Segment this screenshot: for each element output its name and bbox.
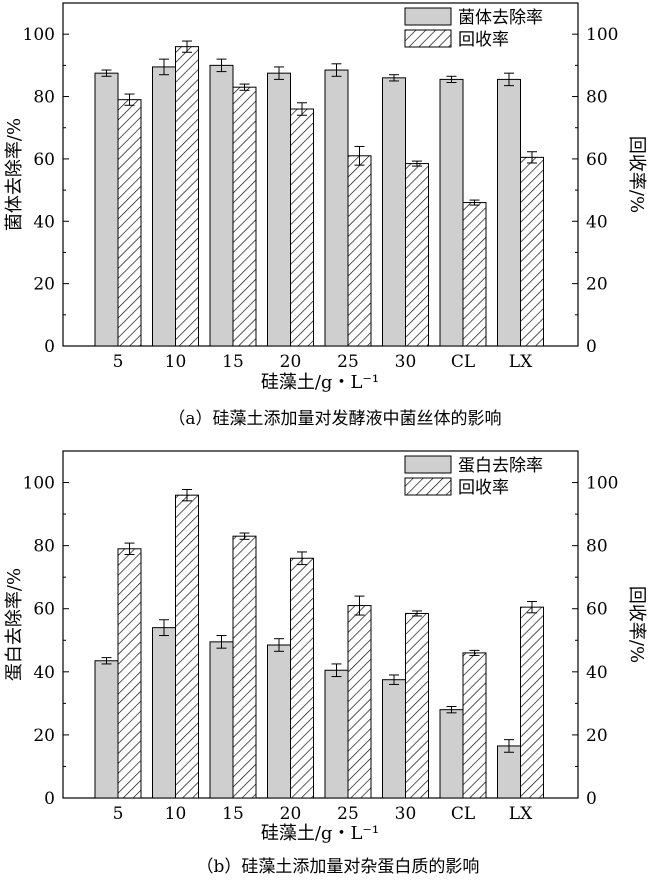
panel-b-xtick-label: 15 [222, 804, 244, 824]
panel-a-bar-recovery [290, 108, 314, 347]
panel-b-bar-removal [382, 679, 406, 799]
panel-b-bar-removal [152, 627, 176, 799]
panel-b-bar-removal [209, 641, 234, 799]
panel-b-xtick-label: 25 [337, 804, 359, 824]
panel-a-xtick-label: 5 [113, 352, 124, 372]
panel-b-ytick-label-right: 0 [586, 789, 597, 809]
panel-a-ytick-label-right: 80 [586, 88, 608, 108]
panel-a-ytick-label-right: 40 [586, 212, 608, 232]
panel-a-plot-frame [62, 2, 579, 347]
panel-a-bar-recovery [405, 163, 429, 347]
panel-a-ytick-label-right: 60 [586, 150, 608, 170]
panel-a-bar-removal [497, 78, 521, 347]
panel-b-ytick-label-right: 100 [586, 474, 618, 494]
panel-a-ytick-label-left: 0 [44, 337, 55, 357]
panel-a-bar-removal [94, 72, 119, 347]
panel-b-ytick-label-right: 80 [586, 537, 608, 557]
panel-b-bar-recovery [290, 557, 314, 799]
panel-a-xtick-label: 20 [280, 352, 302, 372]
panel-b-ytick-label-left: 80 [33, 537, 55, 557]
panel-a-xlabel: 硅藻土/g・L⁻¹ [261, 372, 379, 393]
panel-a-caption: （a）硅藻土添加量对发酵液中菌丝体的影响 [168, 409, 501, 429]
panel-a-bar-removal [324, 69, 349, 347]
panel-b-chart: （b）硅藻土添加量对杂蛋白质的影响 0 0 20 20 40 40 60 60 80 80 100 1… [4, 450, 647, 877]
panel-b-ytick-label-right: 60 [586, 600, 608, 620]
panel-b-bar-removal [439, 709, 464, 799]
panel-b-caption: （b）硅藻土添加量对杂蛋白质的影响 [197, 857, 480, 877]
panel-b-bar-removal [324, 669, 349, 799]
panel-b-bar-recovery [405, 612, 429, 799]
panel-b-ytick-label-left: 40 [33, 663, 55, 683]
panel-b-ytick-label-left: 20 [33, 726, 55, 746]
panel-b-ytick-label-left: 60 [33, 600, 55, 620]
panel-b-bar-removal [267, 644, 291, 799]
panel-b-xtick-label: 20 [280, 804, 302, 824]
panel-a-bar-removal [209, 64, 234, 347]
panel-b-ytick-label-left: 100 [23, 474, 55, 494]
panel-a-xtick-label: 10 [165, 352, 187, 372]
panel-a-ylabel-right: 回收率/% [626, 136, 647, 213]
panel-b-ytick-label-left: 0 [44, 789, 55, 809]
panel-a-xtick-label: CL [451, 352, 475, 372]
panel-a-bar-removal [267, 72, 291, 347]
panel-a-bar-recovery [347, 155, 372, 347]
panel-b-bar-recovery [347, 605, 372, 799]
panel-a-xtick-label: LX [509, 352, 533, 372]
panel-a-bar-removal [152, 66, 176, 347]
panel-a-bar-removal [382, 77, 406, 347]
panel-a-ytick-label-right: 0 [586, 337, 597, 357]
panel-a-ytick-label-left: 60 [33, 150, 55, 170]
panel-a-ylabel-left: 菌体去除率/% [4, 118, 25, 231]
panel-b-bar-removal [497, 745, 521, 799]
panel-b-bar-recovery [232, 535, 257, 799]
panel-b-xtick-label: CL [451, 804, 475, 824]
panel-a-ytick-label-right: 20 [586, 275, 608, 295]
panel-b-bar-recovery [117, 548, 142, 799]
panel-a-bar-recovery [520, 156, 544, 347]
panel-a-chart: （a）硅藻土添加量对发酵液中菌丝体的影响 0 0 20 20 40 40 60 60 80 80 1… [4, 2, 647, 429]
panel-b-xtick-label: 5 [113, 804, 124, 824]
panel-a-legend-label: 回收率 [458, 30, 509, 50]
panel-b-bar-recovery [175, 494, 199, 799]
panel-a-bar-recovery [117, 99, 142, 347]
panel-b-bar-recovery [520, 606, 544, 799]
panel-b-ytick-label-right: 20 [586, 726, 608, 746]
panel-a-xtick-label: 15 [222, 352, 244, 372]
panel-b-legend-swatch [404, 477, 452, 496]
panel-b-ytick-label-right: 40 [586, 663, 608, 683]
panel-a-bar-recovery [232, 86, 257, 347]
panel-b-ylabel-right: 回收率/% [626, 586, 647, 663]
panel-b-bar-recovery [462, 652, 487, 799]
panel-a-bar-recovery [175, 46, 199, 347]
panel-b-legend-label: 蛋白去除率 [458, 456, 543, 476]
panel-a-bar-recovery [462, 202, 487, 347]
panel-b-xtick-label: 10 [165, 804, 187, 824]
panel-b-plot-frame [62, 450, 579, 799]
panel-a-xtick-label: 30 [395, 352, 417, 372]
panel-a-ytick-label-right: 100 [586, 25, 618, 45]
panel-a-ytick-label-left: 80 [33, 88, 55, 108]
panel-b-bar-removal [94, 660, 119, 799]
panel-b-xtick-label: 30 [395, 804, 417, 824]
panel-a-ytick-label-left: 100 [23, 25, 55, 45]
panel-b-xlabel: 硅藻土/g・L⁻¹ [261, 823, 379, 844]
panel-b-legend-swatch [404, 455, 452, 474]
panel-a-legend-swatch [404, 7, 452, 26]
panel-b-legend-label: 回收率 [458, 478, 509, 498]
panel-a-legend-label: 菌体去除率 [458, 8, 543, 28]
panel-a-ytick-label-left: 40 [33, 212, 55, 232]
panel-a-xtick-label: 25 [337, 352, 359, 372]
panel-a-bar-removal [439, 78, 464, 347]
panel-a-legend-swatch [404, 29, 452, 48]
panel-b-ylabel-left: 蛋白去除率/% [4, 568, 25, 681]
panel-a-ytick-label-left: 20 [33, 275, 55, 295]
panel-b-xtick-label: LX [509, 804, 533, 824]
